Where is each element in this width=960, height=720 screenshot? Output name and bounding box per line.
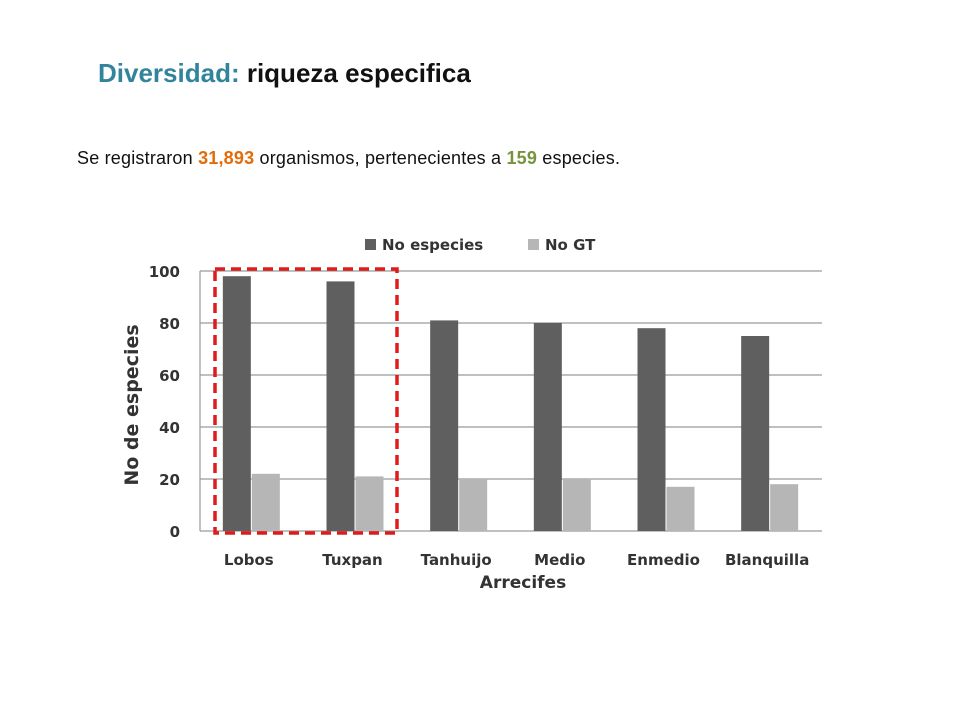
x-tick-label: Tuxpan	[322, 551, 382, 569]
legend-swatch	[365, 239, 376, 250]
bar-no-gt-medio	[562, 479, 591, 531]
chart-legend: No especies No GT	[365, 236, 596, 254]
y-tick-label: 40	[159, 419, 180, 437]
chart-gridlines	[200, 270, 822, 532]
bar-no-especies-enmedio	[637, 328, 666, 531]
summary-middle: organismos, pertenecientes a	[254, 148, 507, 168]
title-rest: riqueza especifica	[239, 58, 471, 88]
bar-no-gt-lobos	[251, 473, 280, 531]
legend-swatch	[528, 239, 539, 250]
highlight-rectangle	[213, 267, 399, 535]
bar-no-gt-tanhuijo	[459, 479, 488, 531]
summary-prefix: Se registraron	[77, 148, 199, 168]
title-accent: Diversidad:	[98, 58, 240, 88]
bar-no-especies-medio	[533, 323, 562, 531]
bar-no-especies-tanhuijo	[430, 320, 459, 531]
x-tick-label: Lobos	[224, 551, 274, 569]
bar-no-especies-lobos	[222, 276, 251, 531]
x-tick-label: Tanhuijo	[421, 551, 492, 569]
organisms-count: 31,893	[198, 148, 255, 168]
y-axis-label: No de especies	[121, 324, 143, 485]
y-tick-label: 100	[149, 263, 180, 281]
x-axis-label: Arrecifes	[480, 573, 566, 593]
y-tick-label: 80	[159, 315, 180, 333]
y-tick-labels: 0 20 40 60 80 100	[149, 263, 180, 541]
summary-text: Se registraron 31,893 organismos, perten…	[77, 148, 620, 169]
species-count: 159	[506, 148, 538, 168]
bar-no-gt-blanquilla	[770, 484, 799, 531]
highlight-box	[213, 267, 399, 535]
legend-label: No GT	[545, 236, 596, 254]
x-tick-label: Enmedio	[627, 551, 700, 569]
summary-suffix: especies.	[537, 148, 621, 168]
bar-no-especies-tuxpan	[326, 281, 355, 531]
x-tick-labels: Lobos Tuxpan Tanhuijo Medio Enmedio Blanquill…	[224, 551, 809, 569]
y-tick-label: 0	[170, 523, 180, 541]
x-tick-label: Blanquilla	[725, 551, 809, 569]
bar-no-especies-blanquilla	[741, 336, 770, 531]
legend-label: No especies	[382, 236, 483, 254]
slide-title: Diversidad: riqueza especifica	[98, 58, 471, 89]
bar-no-gt-enmedio	[666, 486, 695, 531]
bar-no-gt-tuxpan	[355, 476, 384, 531]
y-tick-label: 20	[159, 471, 180, 489]
x-tick-label: Medio	[534, 551, 585, 569]
chart-bars	[222, 276, 799, 531]
y-tick-label: 60	[159, 367, 180, 385]
